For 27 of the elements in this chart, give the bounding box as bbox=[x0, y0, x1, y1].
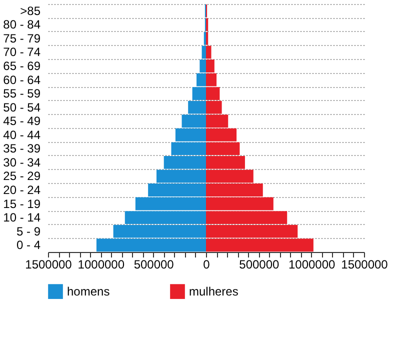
y-tick-label: 5 - 9 bbox=[16, 224, 41, 238]
y-tick-label: 35 - 39 bbox=[3, 142, 41, 156]
x-tick-label: 500000 bbox=[239, 258, 280, 272]
legend-label: mulheres bbox=[189, 284, 238, 299]
y-tick-label: 55 - 59 bbox=[3, 86, 41, 101]
x-tick-label: 1000000 bbox=[288, 258, 336, 272]
y-tick-label: 15 - 19 bbox=[3, 196, 41, 211]
x-tick-label: 1000000 bbox=[78, 258, 125, 272]
y-tick-label: 10 - 14 bbox=[3, 210, 41, 225]
y-tick-label: 30 - 34 bbox=[3, 155, 41, 170]
x-tick-label: 500000 bbox=[134, 258, 174, 272]
y-tick-label: 0 - 4 bbox=[16, 238, 41, 252]
x-tick-label: 1500000 bbox=[341, 258, 388, 272]
y-tick-label: 40 - 44 bbox=[3, 128, 41, 142]
y-tick-label: >85 bbox=[20, 4, 41, 18]
x-tick-label: 0 bbox=[203, 258, 210, 272]
y-tick-label: 65 - 69 bbox=[3, 59, 41, 73]
x-tick-label: 1500000 bbox=[25, 258, 72, 272]
y-tick-label: 60 - 64 bbox=[3, 72, 41, 87]
y-tick-label: 20 - 24 bbox=[3, 183, 41, 197]
y-tick-label: 80 - 84 bbox=[3, 18, 41, 32]
y-tick-label: 25 - 29 bbox=[3, 169, 41, 184]
y-tick-label: 70 - 74 bbox=[3, 45, 41, 60]
y-tick-label: 50 - 54 bbox=[3, 100, 41, 114]
y-tick-label: 45 - 49 bbox=[3, 114, 41, 128]
legend-label: homens bbox=[67, 284, 110, 299]
y-tick-label: 75 - 79 bbox=[3, 31, 41, 46]
